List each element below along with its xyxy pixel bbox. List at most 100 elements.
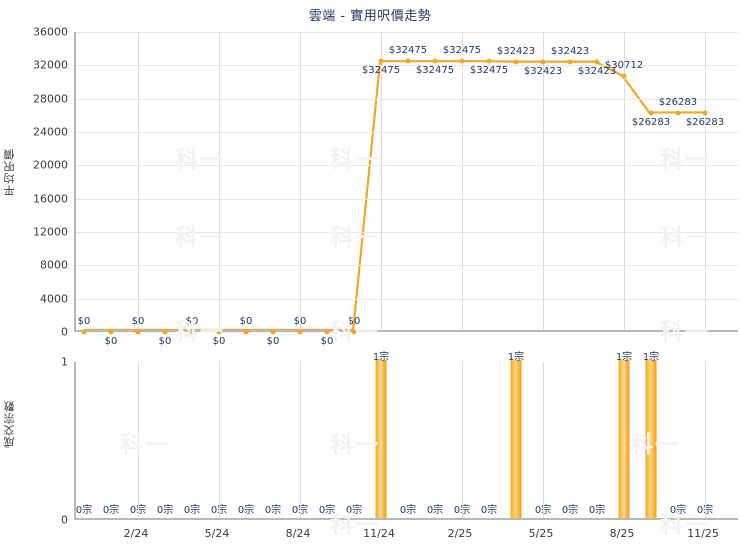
data-point-marker[interactable] <box>432 58 438 64</box>
x-tick-label: 5/25 <box>528 527 554 540</box>
data-point-label: $0 <box>104 336 118 347</box>
data-point-label: $32475 <box>415 65 455 77</box>
data-point-marker[interactable] <box>702 110 708 116</box>
transaction-count-plot: 0宗0宗0宗0宗0宗0宗0宗0宗0宗0宗0宗1宗0宗0宗0宗0宗1宗0宗0宗0宗… <box>74 352 738 520</box>
bar-value-label: 0宗 <box>561 505 579 516</box>
price-line-series <box>83 60 704 330</box>
gridline-vertical <box>543 32 544 330</box>
y-tick-label: 4000 <box>40 292 68 306</box>
transaction-bars: 0宗0宗0宗0宗0宗0宗0宗0宗0宗0宗0宗1宗0宗0宗0宗0宗1宗0宗0宗0宗… <box>75 352 738 518</box>
gridline-vertical <box>381 32 382 330</box>
data-point-label: $0 <box>320 336 334 347</box>
bar[interactable] <box>510 360 522 518</box>
data-point-marker[interactable] <box>243 329 249 335</box>
gridline-vertical <box>462 32 463 330</box>
bar-value-label: 1宗 <box>372 352 390 363</box>
price-trend-plot: $0 $0 $0 $0 $0 $0 $0 $0 $0 $0 $0 $32475 $32475 $32475… <box>74 32 738 347</box>
gridline-vertical <box>705 362 706 518</box>
data-point-marker[interactable] <box>297 329 303 335</box>
gridline-vertical <box>300 32 301 330</box>
data-point-label: $30712 <box>604 60 644 72</box>
page-title: 雲端 - 實用呎價走勢 <box>308 9 432 24</box>
data-point-marker[interactable] <box>405 58 411 64</box>
data-point-marker[interactable] <box>621 73 627 79</box>
gridline-vertical <box>381 362 382 518</box>
bar-value-label: 0宗 <box>264 505 282 516</box>
data-point-marker[interactable] <box>567 59 573 65</box>
bar-value-label: 0宗 <box>345 505 363 516</box>
data-point-marker[interactable] <box>162 329 168 335</box>
x-tick-label: 11/25 <box>687 527 719 540</box>
gridline-horizontal <box>76 265 738 267</box>
data-point-marker[interactable] <box>378 58 384 64</box>
bar-value-label: 0宗 <box>237 505 255 516</box>
y-tick-label: 28000 <box>33 92 68 106</box>
data-point-marker[interactable] <box>675 110 681 116</box>
bar-value-label: 1宗 <box>615 352 633 363</box>
data-point-marker[interactable] <box>513 59 519 65</box>
gridline-vertical <box>543 362 544 518</box>
data-point-marker[interactable] <box>594 59 600 65</box>
data-point-label: $32423 <box>577 65 617 77</box>
data-point-label: $0 <box>77 316 91 327</box>
gridline-horizontal <box>76 298 738 300</box>
data-point-label: $32475 <box>442 45 482 57</box>
bar-value-label: 0宗 <box>399 505 417 516</box>
x-tick-label: 8/24 <box>285 527 311 540</box>
data-point-marker[interactable] <box>81 329 87 335</box>
data-point-label: $0 <box>212 336 226 347</box>
bar-value-label: 0宗 <box>183 505 201 516</box>
gridline-horizontal <box>76 232 738 233</box>
data-point-label: $0 <box>158 336 172 347</box>
bar-value-label: 0宗 <box>75 505 93 516</box>
data-point-marker[interactable] <box>216 329 222 335</box>
gridline-vertical <box>138 362 139 518</box>
gridline-horizontal <box>76 98 738 100</box>
data-point-label: $32475 <box>388 45 428 57</box>
data-point-label: $26283 <box>685 116 725 128</box>
gridline-horizontal <box>76 132 738 133</box>
data-point-marker[interactable] <box>648 110 654 116</box>
data-point-label: $26283 <box>658 96 698 108</box>
bar[interactable] <box>645 360 657 518</box>
data-point-label: $0 <box>293 316 307 327</box>
data-point-marker[interactable] <box>459 58 465 64</box>
y-tick-label: 0 <box>61 325 68 339</box>
data-point-label: $32423 <box>496 45 536 57</box>
y-tick-label: 32000 <box>33 58 68 72</box>
gridline-horizontal <box>76 165 738 167</box>
data-point-marker[interactable] <box>108 329 114 335</box>
bar-value-label: 0宗 <box>426 505 444 516</box>
data-point-label: $32475 <box>361 65 401 77</box>
y-tick-label: 36000 <box>33 25 68 39</box>
data-point-marker[interactable] <box>486 58 492 64</box>
x-tick-label: 5/24 <box>204 527 230 540</box>
data-point-marker[interactable] <box>270 329 276 335</box>
data-point-marker[interactable] <box>351 329 357 335</box>
data-point-label: $32423 <box>550 45 590 57</box>
gridline-vertical <box>300 362 301 518</box>
data-point-label: $0 <box>347 316 361 327</box>
gridline-vertical <box>624 362 625 518</box>
gridline-vertical <box>138 32 139 330</box>
y-tick-label: 1 <box>61 355 68 369</box>
data-point-marker[interactable] <box>540 59 546 65</box>
data-point-label: $26283 <box>631 116 671 128</box>
data-point-label: $32423 <box>523 65 563 77</box>
x-tick-label: 2/25 <box>447 527 473 540</box>
data-point-marker[interactable] <box>324 329 330 335</box>
gridline-horizontal <box>76 65 738 67</box>
x-tick-label: 8/25 <box>609 527 635 540</box>
data-point-label: $0 <box>131 316 145 327</box>
bar-value-label: 1宗 <box>507 352 525 363</box>
data-point-marker[interactable] <box>189 329 195 335</box>
y-tick-label: 24000 <box>33 125 68 139</box>
data-point-marker[interactable] <box>135 329 141 335</box>
data-point-label: $32475 <box>469 65 509 77</box>
gridline-vertical <box>624 32 625 330</box>
gridline-vertical <box>219 362 220 518</box>
data-point-label: $0 <box>266 336 280 347</box>
y-tick-label: 8000 <box>40 258 68 272</box>
